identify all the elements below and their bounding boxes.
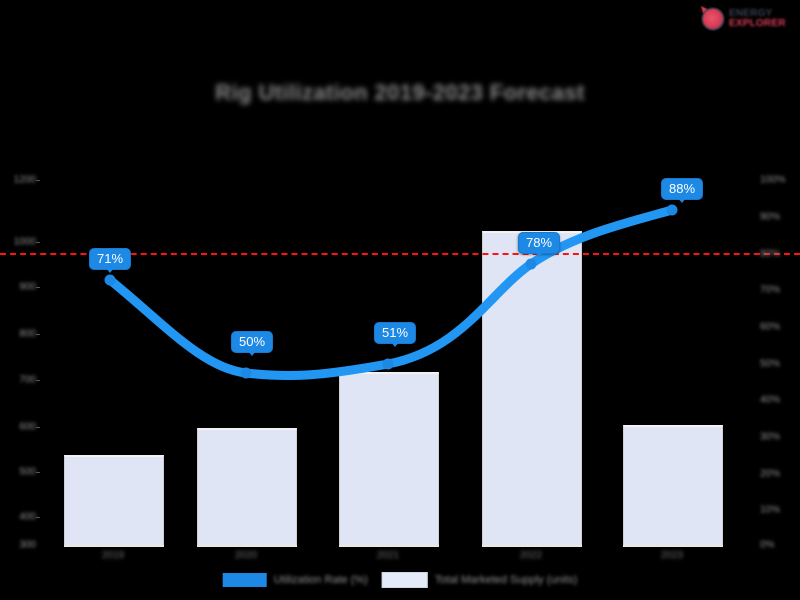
bar-2019[interactable] [64,455,164,545]
bar-2020[interactable] [197,428,297,545]
y-left-tick-1: 1000 [13,236,36,248]
y-right-tick-9: 10% [760,504,781,516]
red-bloom-circle-icon [700,6,726,32]
chart-legend: Utilization Rate (%) Total Marketed Supp… [215,568,586,592]
utilization-line-series [104,204,678,381]
y-right-tick-10: 0% [760,539,775,551]
x-tick-2022: 2022 [519,550,543,561]
y-right-tick-3: 70% [760,284,781,296]
legend-swatch-line [222,573,267,587]
data-label-2023: 88% [660,178,704,203]
data-label-2019: 71% [88,248,132,273]
y-right-tick-4: 60% [760,321,781,333]
target-threshold-line [0,253,800,255]
x-tick-2019: 2019 [101,550,125,561]
brand-logo[interactable]: ENERGY EXPLORER [700,4,792,34]
y-left-tick-5: 600 [19,421,36,433]
y-right-tick-8: 20% [760,468,781,480]
bar-2023[interactable] [623,425,723,545]
data-label-2020: 50% [230,331,274,356]
y-left-tick-3: 800 [19,328,36,340]
y-left-tick-4: 700 [19,374,36,386]
y-right-tick-0: 100% [760,174,786,186]
y-axis-left: 1200 1000 900 800 700 600 500 400 300 [0,172,40,551]
legend-item-supply[interactable]: Total Marketed Supply (units) [381,572,578,588]
y-right-tick-7: 30% [760,431,781,443]
y-axis-right: 100% 90% 80% 70% 60% 50% 40% 30% 20% 10%… [760,172,800,551]
y-left-tick-0: 1200 [13,174,36,186]
plot-area: 71% 50% 51% 78% 88% [0,172,800,545]
brand-line-2: EXPLORER [729,18,786,29]
legend-label-utilization: Utilization Rate (%) [273,574,368,586]
y-left-tick-2: 900 [19,281,36,293]
y-left-tick-8: 300 [19,539,36,551]
legend-label-supply: Total Marketed Supply (units) [434,574,578,586]
x-axis: 2019 2020 2021 2022 2023 [42,548,752,568]
x-tick-2021: 2021 [376,550,400,561]
y-right-tick-1: 90% [760,211,781,223]
legend-item-utilization[interactable]: Utilization Rate (%) [222,573,368,587]
legend-swatch-bar [381,572,428,588]
x-tick-2023: 2023 [660,550,684,561]
bar-2021[interactable] [339,372,439,545]
brand-wordmark: ENERGY EXPLORER [729,7,786,29]
y-right-tick-5: 50% [760,358,781,370]
y-left-tick-7: 400 [19,511,36,523]
x-tick-2020: 2020 [234,550,258,561]
y-right-tick-2: 80% [760,248,781,260]
y-right-tick-6: 40% [760,394,781,406]
brand-line-1: ENERGY [729,7,773,19]
data-label-2021: 51% [373,322,417,347]
data-label-2022: 78% [517,232,561,257]
y-left-tick-6: 500 [19,466,36,478]
bar-2022[interactable] [482,231,582,545]
chart-title: Rig Utilization 2019-2023 Forecast [215,80,585,105]
